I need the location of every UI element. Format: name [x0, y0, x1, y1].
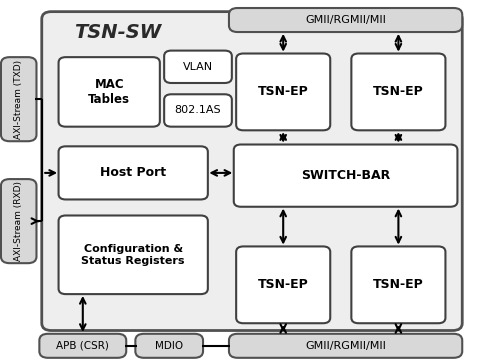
FancyBboxPatch shape [229, 8, 462, 32]
FancyBboxPatch shape [39, 334, 126, 358]
FancyBboxPatch shape [42, 12, 462, 331]
FancyBboxPatch shape [351, 246, 445, 323]
Text: 802.1AS: 802.1AS [175, 106, 221, 115]
Text: SWITCH-BAR: SWITCH-BAR [301, 169, 390, 182]
FancyBboxPatch shape [234, 145, 457, 207]
Text: TSN-EP: TSN-EP [373, 278, 424, 291]
Text: AXI-Stream (RXD): AXI-Stream (RXD) [14, 181, 23, 261]
FancyBboxPatch shape [351, 54, 445, 130]
Text: TSN-EP: TSN-EP [258, 86, 309, 98]
FancyBboxPatch shape [164, 51, 232, 83]
FancyBboxPatch shape [229, 334, 462, 358]
Text: AXI-Stream (TXD): AXI-Stream (TXD) [14, 60, 23, 139]
FancyBboxPatch shape [59, 146, 208, 199]
Text: Configuration &
Status Registers: Configuration & Status Registers [82, 244, 185, 266]
Text: APB (CSR): APB (CSR) [56, 341, 109, 351]
Text: GMII/RGMII/MII: GMII/RGMII/MII [305, 15, 386, 25]
Text: GMII/RGMII/MII: GMII/RGMII/MII [305, 341, 386, 351]
FancyBboxPatch shape [1, 57, 36, 141]
Text: TSN-EP: TSN-EP [258, 278, 309, 291]
FancyBboxPatch shape [236, 246, 330, 323]
FancyBboxPatch shape [1, 179, 36, 263]
Text: VLAN: VLAN [183, 62, 213, 72]
Text: MDIO: MDIO [155, 341, 183, 351]
Text: Host Port: Host Port [100, 166, 166, 179]
FancyBboxPatch shape [135, 334, 203, 358]
Text: TSN-SW: TSN-SW [74, 23, 162, 42]
Text: TSN-EP: TSN-EP [373, 86, 424, 98]
FancyBboxPatch shape [59, 57, 160, 127]
Text: MAC
Tables: MAC Tables [88, 78, 130, 106]
FancyBboxPatch shape [164, 94, 232, 127]
FancyBboxPatch shape [236, 54, 330, 130]
FancyBboxPatch shape [59, 215, 208, 294]
